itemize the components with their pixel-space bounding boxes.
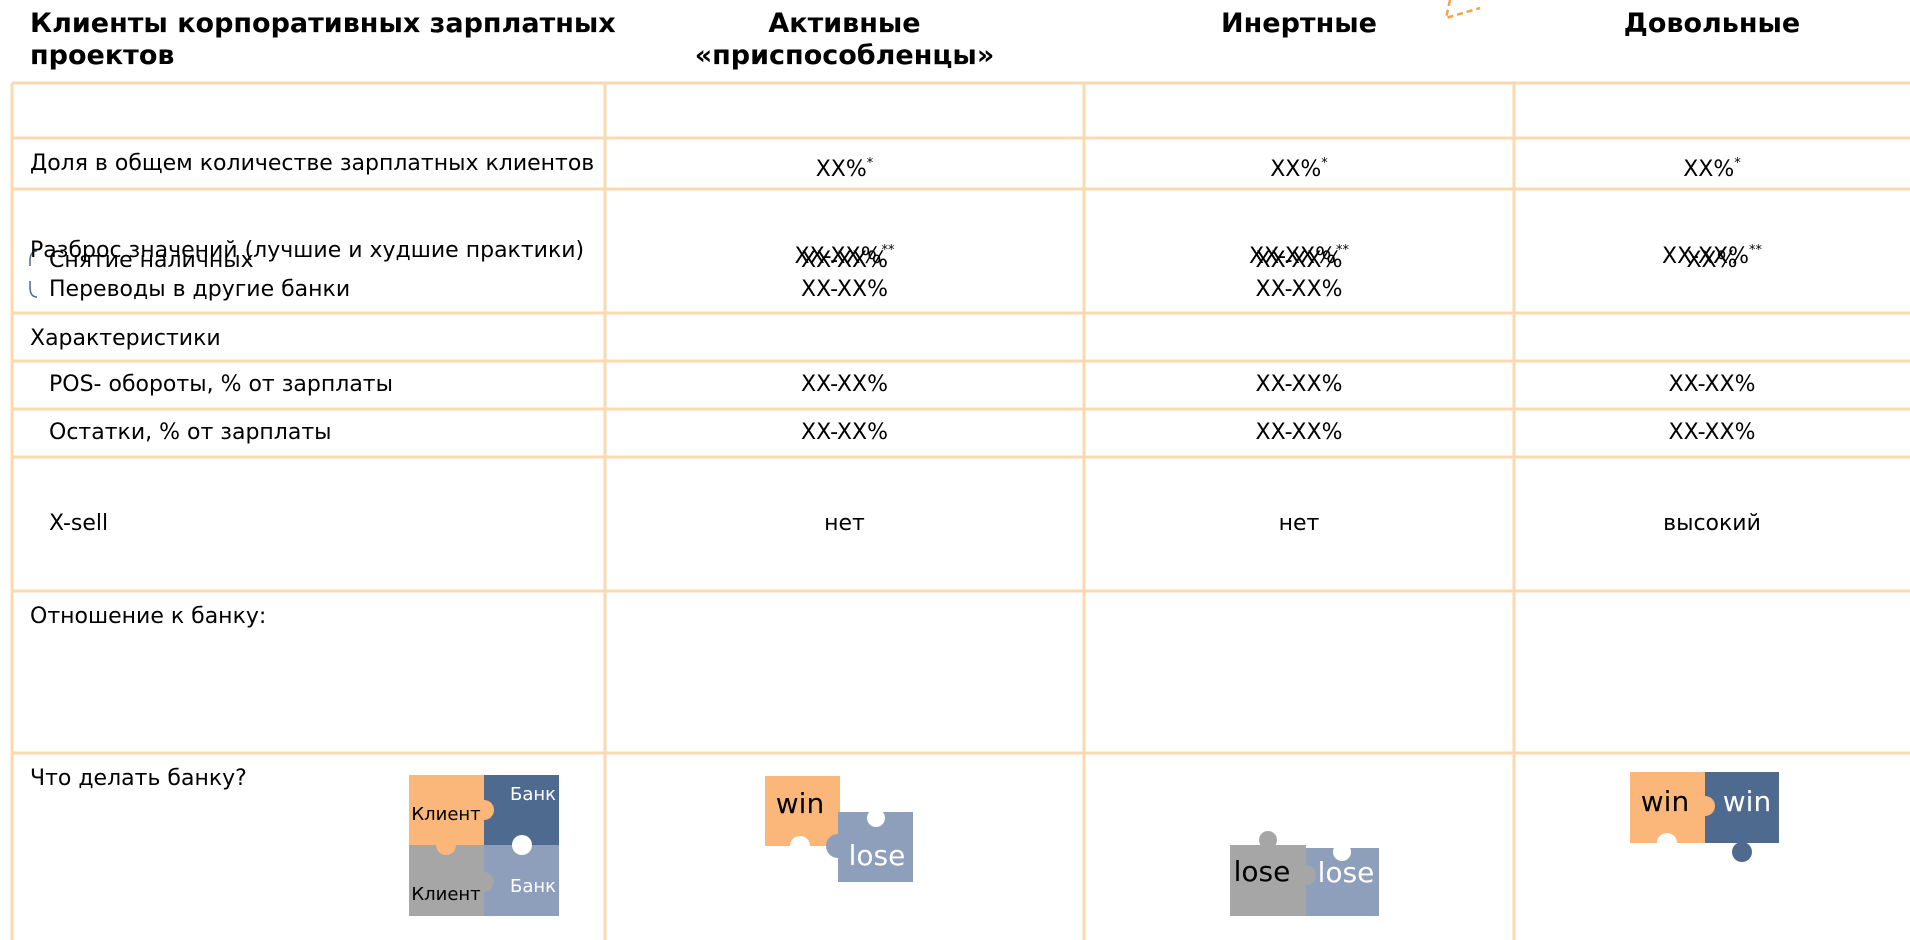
puzzle-piece xyxy=(484,845,559,916)
puzzle-piece xyxy=(484,775,559,845)
row-label: X-sell xyxy=(49,511,109,536)
cell-value: XX-XX%** xyxy=(1249,237,1349,271)
cell-value: XX-XX% xyxy=(1668,372,1756,397)
puzzle-knob xyxy=(1732,842,1752,862)
cell-value: высокий xyxy=(1663,511,1761,536)
sub-label: Снятие наличных xyxy=(49,248,254,273)
cell-value: XX-XX% xyxy=(801,420,888,445)
cell-value: XX-XX% xyxy=(1255,420,1343,445)
sub-label: Переводы в другие банки xyxy=(49,277,351,302)
cell-value: XX-XX% xyxy=(1255,277,1343,302)
bracket xyxy=(29,250,38,298)
cell-value: XX%* xyxy=(816,150,874,184)
puzzle-piece xyxy=(765,776,840,846)
puzzle-knob xyxy=(436,835,456,855)
puzzle-knob xyxy=(867,809,885,827)
strategy-label: win xyxy=(776,787,824,820)
puzzle-knob xyxy=(1333,843,1351,861)
puzzle-knob xyxy=(826,834,850,858)
puzzle-knob xyxy=(1695,796,1715,816)
row-label: Остатки, % от зарплаты xyxy=(49,420,332,445)
value: XX-XX% xyxy=(1662,244,1749,269)
value: XX-XX% xyxy=(1249,244,1336,269)
row-label: Разброс значений (лучшие и худшие практи… xyxy=(30,238,585,263)
puzzle-knob xyxy=(1657,833,1677,853)
cell-value: XX-XX%** xyxy=(1662,237,1762,271)
cell-value: XX-XX% xyxy=(1255,248,1343,273)
value: XX% xyxy=(815,156,867,182)
puzzle-knob xyxy=(474,872,494,892)
row-label: Отношение к банку: xyxy=(30,604,267,629)
puzzle-piece xyxy=(409,845,484,916)
cell-value: XX% xyxy=(1686,248,1738,273)
cell-value: нет xyxy=(824,511,865,536)
cell-value: XX-XX% xyxy=(801,248,888,273)
cell-value: XX-XX%** xyxy=(795,237,895,271)
strategy-label: lose xyxy=(1234,855,1291,888)
row-label: Характеристики xyxy=(30,326,221,351)
footnote-mark: * xyxy=(1321,155,1328,171)
puzzle-knob xyxy=(512,835,532,855)
strategy-label: lose xyxy=(849,839,906,872)
strategy-label: lose xyxy=(1318,856,1375,889)
cell-value: XX-XX% xyxy=(1255,372,1343,397)
cell-value: XX-XX% xyxy=(1668,420,1756,445)
cell-value: XX%* xyxy=(1270,150,1328,184)
cell-value: XX-XX% xyxy=(801,372,888,397)
legend-label: Клиент xyxy=(411,804,480,825)
legend-label: Банк xyxy=(510,784,556,805)
decoration xyxy=(1444,0,1481,20)
value: XX% xyxy=(1683,156,1735,182)
footnote-mark: ** xyxy=(1335,243,1349,258)
value: XX% xyxy=(1270,156,1322,182)
column-header: Довольные xyxy=(1623,8,1801,39)
strategy-label: win xyxy=(1723,785,1771,818)
puzzle-piece xyxy=(409,775,484,845)
footnote-mark: ** xyxy=(881,243,895,258)
header-title: Клиенты корпоративных зарплатных проекто… xyxy=(30,8,616,71)
puzzle-knob xyxy=(1296,865,1316,885)
footnote-mark: ** xyxy=(1748,243,1762,258)
column-header: Инертные xyxy=(1221,8,1377,39)
column-header: Активные «приспособленцы» xyxy=(694,8,995,71)
footnote-mark: * xyxy=(1734,155,1741,171)
cell-value: XX%* xyxy=(1683,150,1741,184)
row-label: Что делать банку? xyxy=(30,766,247,791)
puzzle-piece xyxy=(1230,845,1306,916)
puzzle-knob xyxy=(474,800,494,820)
legend-label: Банк xyxy=(510,876,556,897)
cell-value: XX-XX% xyxy=(801,277,888,302)
footnote-mark: * xyxy=(866,155,874,171)
puzzle-piece xyxy=(1630,772,1705,843)
puzzle-knob xyxy=(790,836,810,856)
row-label: Доля в общем количестве зарплатных клиен… xyxy=(30,150,595,176)
row-label: POS- обороты, % от зарплаты xyxy=(49,372,393,397)
cell-value: нет xyxy=(1278,511,1320,536)
puzzle-piece xyxy=(1705,772,1779,843)
strategy-label: win xyxy=(1641,785,1689,818)
legend-label: Клиент xyxy=(411,884,480,905)
puzzle-knob xyxy=(1259,831,1277,849)
value: XX-XX% xyxy=(794,244,882,269)
